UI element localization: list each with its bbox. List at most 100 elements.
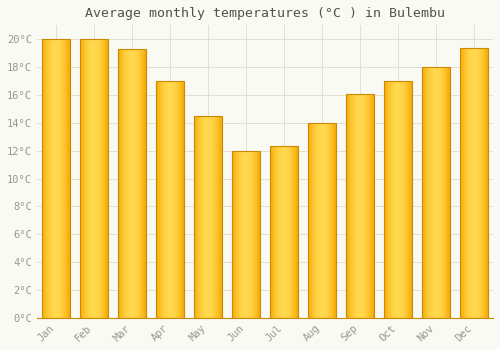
Bar — [178, 81, 179, 318]
Bar — [176, 81, 178, 318]
Bar — [432, 67, 433, 318]
Bar — [49, 39, 50, 318]
Bar — [465, 48, 466, 318]
Bar — [346, 93, 347, 318]
Bar — [321, 123, 322, 318]
Bar — [395, 81, 396, 318]
Bar — [107, 39, 108, 318]
Bar — [460, 48, 461, 318]
Bar — [64, 39, 65, 318]
Bar — [358, 93, 359, 318]
Bar — [118, 49, 120, 318]
Bar — [218, 116, 220, 318]
Bar — [371, 93, 372, 318]
Bar — [308, 123, 336, 318]
Bar — [319, 123, 320, 318]
Bar — [402, 81, 403, 318]
Bar — [194, 116, 195, 318]
Bar — [285, 147, 286, 318]
Bar — [384, 81, 412, 318]
Bar — [323, 123, 324, 318]
Bar — [357, 93, 358, 318]
Bar — [436, 67, 437, 318]
Bar — [315, 123, 316, 318]
Bar — [132, 49, 133, 318]
Bar — [393, 81, 394, 318]
Bar — [211, 116, 212, 318]
Bar — [463, 48, 464, 318]
Bar — [207, 116, 208, 318]
Bar — [250, 150, 251, 318]
Bar — [332, 123, 333, 318]
Bar — [277, 147, 278, 318]
Bar — [46, 39, 48, 318]
Bar — [65, 39, 66, 318]
Bar — [160, 81, 161, 318]
Bar — [351, 93, 352, 318]
Bar — [275, 147, 276, 318]
Bar — [428, 67, 429, 318]
Bar — [44, 39, 45, 318]
Bar — [259, 150, 260, 318]
Bar — [400, 81, 401, 318]
Bar — [163, 81, 164, 318]
Bar — [210, 116, 211, 318]
Bar — [363, 93, 364, 318]
Bar — [244, 150, 245, 318]
Bar — [42, 39, 70, 318]
Bar — [310, 123, 311, 318]
Bar — [134, 49, 136, 318]
Bar — [283, 147, 284, 318]
Bar — [129, 49, 130, 318]
Bar — [433, 67, 434, 318]
Bar — [472, 48, 473, 318]
Bar — [60, 39, 61, 318]
Bar — [270, 147, 271, 318]
Bar — [83, 39, 84, 318]
Bar — [318, 123, 319, 318]
Bar — [196, 116, 197, 318]
Bar — [82, 39, 83, 318]
Bar — [240, 150, 241, 318]
Bar — [106, 39, 107, 318]
Bar — [280, 147, 281, 318]
Bar — [128, 49, 129, 318]
Bar — [399, 81, 400, 318]
Bar — [474, 48, 475, 318]
Bar — [439, 67, 440, 318]
Bar — [255, 150, 256, 318]
Bar — [58, 39, 59, 318]
Bar — [308, 123, 309, 318]
Bar — [409, 81, 410, 318]
Bar — [316, 123, 317, 318]
Bar — [480, 48, 481, 318]
Bar — [86, 39, 87, 318]
Bar — [63, 39, 64, 318]
Bar — [233, 150, 234, 318]
Bar — [171, 81, 172, 318]
Bar — [427, 67, 428, 318]
Bar — [291, 147, 292, 318]
Bar — [170, 81, 171, 318]
Bar — [270, 147, 298, 318]
Bar — [144, 49, 145, 318]
Bar — [425, 67, 426, 318]
Bar — [284, 147, 285, 318]
Bar — [449, 67, 450, 318]
Bar — [446, 67, 447, 318]
Bar — [437, 67, 438, 318]
Bar — [130, 49, 132, 318]
Bar — [331, 123, 332, 318]
Bar — [326, 123, 327, 318]
Bar — [390, 81, 391, 318]
Bar — [479, 48, 480, 318]
Bar — [52, 39, 53, 318]
Bar — [183, 81, 184, 318]
Bar — [386, 81, 387, 318]
Bar — [481, 48, 482, 318]
Bar — [179, 81, 180, 318]
Bar — [367, 93, 368, 318]
Bar — [57, 39, 58, 318]
Bar — [168, 81, 170, 318]
Bar — [100, 39, 102, 318]
